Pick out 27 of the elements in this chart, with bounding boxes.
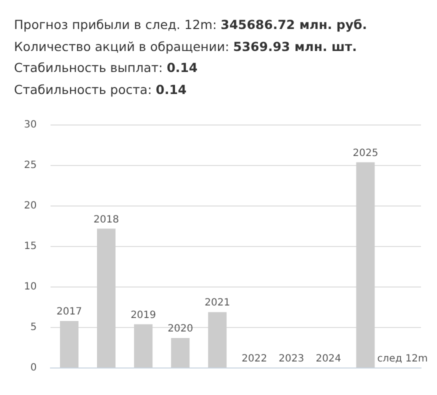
text: Прогноз прибыли в след. 12m: 345686.72 млн. руб. [14,16,368,34]
bar [60,321,78,368]
x-tick-label: 2022 [242,354,268,365]
x-tick-label: 2023 [278,354,304,365]
y-tick-label: 15 [24,241,37,252]
x-tick-label: 2017 [56,306,82,318]
y-tick-label: 25 [24,160,37,172]
y-tick-label: 5 [30,322,37,334]
x-tick-label: след 12m [377,354,428,365]
bar [208,312,227,368]
x-tick-label: 2019 [130,310,156,321]
bar [97,228,116,368]
bar [171,338,190,368]
x-tick-label: 2018 [94,214,119,226]
y-tick-label: 10 [24,282,37,293]
x-tick-label: 2021 [204,298,230,309]
text: Стабильность роста: 0.14 [14,80,188,99]
x-tick-label: 2024 [316,354,342,365]
y-tick-label: 30 [24,120,37,131]
text: Стабильность выплат: 0.14 [14,59,199,77]
x-tick-label: 2020 [168,324,194,335]
bar [356,162,375,368]
text: Количество акций в обращении: 5369.93 млн. шт. [14,38,358,56]
y-tick-label: 20 [24,200,37,212]
y-tick-label: 0 [30,362,37,374]
bar [134,324,153,368]
x-tick-label: 2025 [352,148,378,159]
